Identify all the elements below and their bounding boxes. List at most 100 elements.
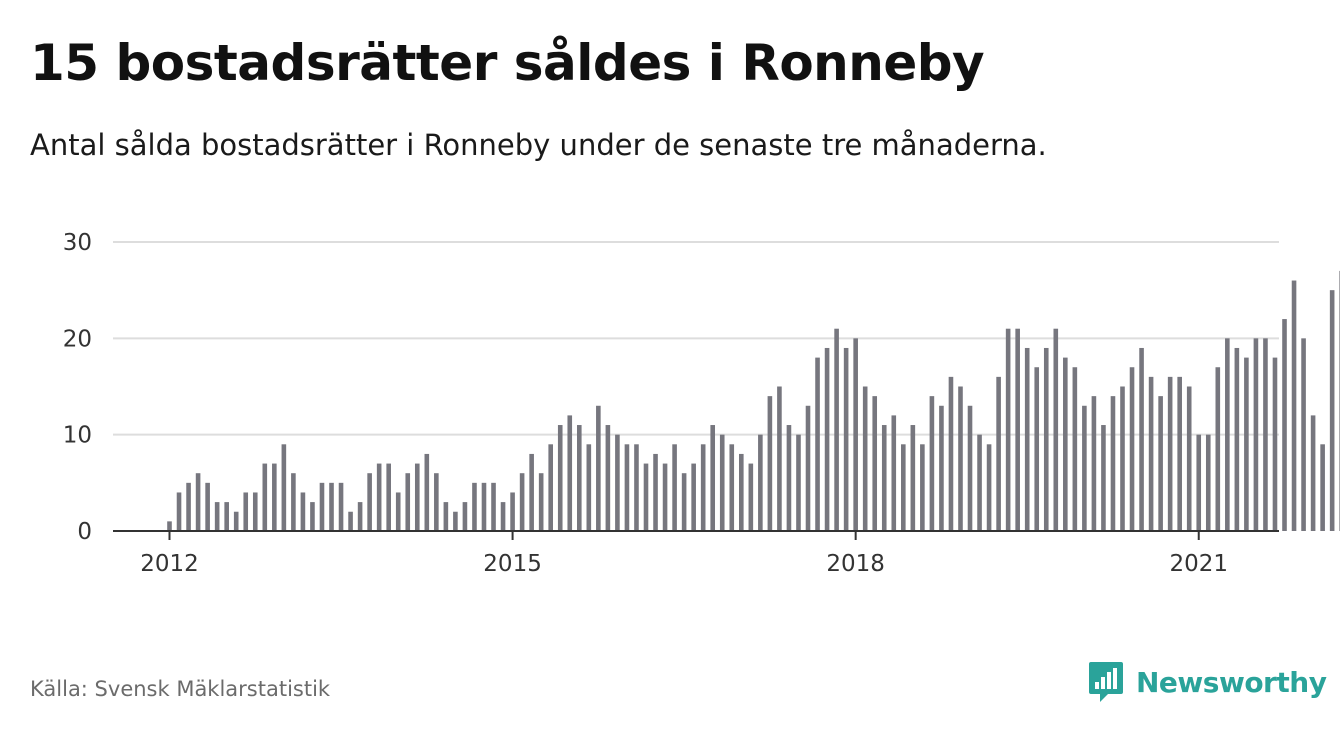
bar xyxy=(1282,319,1287,531)
bar xyxy=(958,386,963,531)
bar xyxy=(1139,347,1144,531)
bar xyxy=(338,482,344,531)
bar xyxy=(986,444,992,531)
bar xyxy=(929,396,935,531)
bar xyxy=(424,453,430,531)
bar xyxy=(281,444,287,531)
bar xyxy=(853,338,858,531)
bar xyxy=(653,453,658,531)
bar xyxy=(1148,376,1154,531)
newsworthy-logo-icon xyxy=(1089,662,1123,702)
bar xyxy=(176,492,182,531)
x-axis xyxy=(113,530,1279,540)
bar xyxy=(252,492,258,531)
bar xyxy=(434,473,439,531)
y-tick-label: 30 xyxy=(63,230,92,256)
bar xyxy=(262,463,268,531)
bar xyxy=(681,473,687,531)
y-tick-label: 10 xyxy=(63,423,92,449)
bar xyxy=(395,492,401,531)
bar xyxy=(1310,415,1316,531)
brand-name: Newsworthy xyxy=(1136,665,1327,699)
bar xyxy=(700,444,706,531)
bar xyxy=(796,434,801,531)
bar xyxy=(1015,328,1020,531)
bar xyxy=(205,482,210,531)
bar xyxy=(1053,328,1059,531)
bar xyxy=(186,482,191,531)
bar xyxy=(1158,396,1163,531)
bar xyxy=(596,405,601,531)
bar xyxy=(291,473,296,531)
bar xyxy=(1063,357,1068,531)
bar xyxy=(576,425,582,531)
bar xyxy=(615,434,620,531)
bar xyxy=(567,415,573,531)
x-axis-labels: 20122015201820212023 xyxy=(140,551,1228,577)
bar xyxy=(386,463,391,531)
bar xyxy=(1253,338,1259,531)
bar xyxy=(881,425,887,531)
bar xyxy=(920,444,925,531)
bar xyxy=(739,453,744,531)
bar xyxy=(243,492,249,531)
y-tick-label: 20 xyxy=(63,326,92,352)
bar xyxy=(367,473,372,531)
bar xyxy=(1177,376,1182,531)
bar xyxy=(1043,347,1049,531)
bar xyxy=(872,396,878,531)
bar xyxy=(1091,396,1097,531)
bar xyxy=(1272,357,1278,531)
bar xyxy=(214,502,220,531)
chart-title: 15 bostadsrätter såldes i Ronneby xyxy=(30,34,985,92)
bar xyxy=(824,347,830,531)
bar xyxy=(862,386,868,531)
bar xyxy=(1291,280,1297,531)
brand-logo: Newsworthy xyxy=(1088,660,1327,704)
bar xyxy=(453,511,458,531)
bar xyxy=(605,425,611,531)
bar xyxy=(1225,338,1230,531)
bar xyxy=(1186,386,1192,531)
bar xyxy=(624,444,630,531)
bar xyxy=(777,386,782,531)
bar xyxy=(491,482,496,531)
bar xyxy=(691,463,696,531)
bar xyxy=(643,463,649,531)
bar xyxy=(815,357,820,531)
bar xyxy=(786,425,792,531)
bar xyxy=(672,444,677,531)
bar xyxy=(967,405,973,531)
bar xyxy=(357,502,363,531)
bar xyxy=(767,396,773,531)
bar xyxy=(843,347,849,531)
bar xyxy=(805,405,811,531)
bar xyxy=(472,482,477,531)
bar xyxy=(662,463,668,531)
bar xyxy=(758,434,763,531)
bar xyxy=(348,511,353,531)
bar xyxy=(634,444,639,531)
bar xyxy=(405,473,411,531)
bar xyxy=(329,482,334,531)
bar xyxy=(1234,347,1240,531)
chart-subtitle: Antal sålda bostadsrätter i Ronneby unde… xyxy=(30,128,1047,162)
bar xyxy=(414,463,420,531)
bar xyxy=(1215,367,1221,531)
gridlines xyxy=(113,241,1279,436)
bar xyxy=(1129,367,1135,531)
source-note: Källa: Svensk Mäklarstatistik xyxy=(30,677,331,701)
bar xyxy=(319,482,325,531)
bar xyxy=(1320,444,1325,531)
bar xyxy=(557,425,563,531)
x-tick-label: 2015 xyxy=(483,551,542,577)
bar xyxy=(462,502,468,531)
y-axis-labels: 0 10 20 30 xyxy=(63,230,92,545)
bar xyxy=(710,425,716,531)
x-tick-label: 2021 xyxy=(1169,551,1228,577)
bar xyxy=(939,405,944,531)
bar xyxy=(272,463,277,531)
bar xyxy=(529,453,534,531)
bar xyxy=(834,328,839,531)
